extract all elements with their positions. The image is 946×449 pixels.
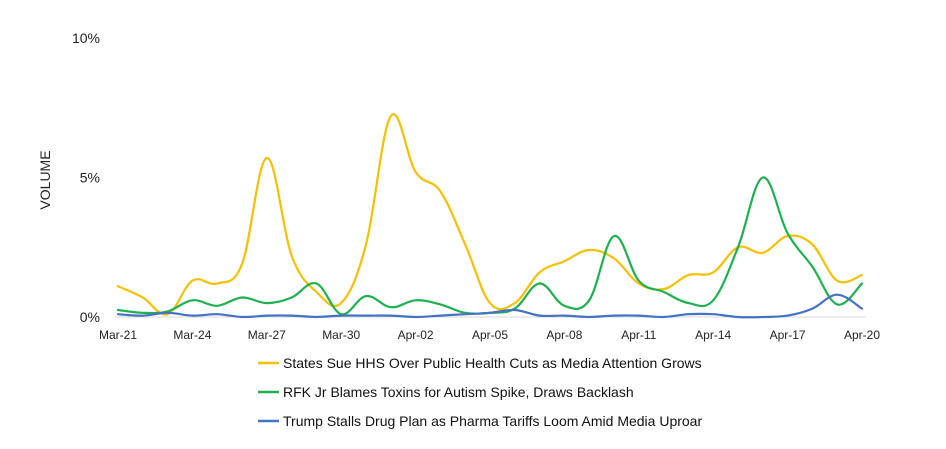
- x-tick-label: Apr-08: [546, 328, 582, 342]
- legend-label-3: Trump Stalls Drug Plan as Pharma Tariffs…: [283, 413, 702, 429]
- y-tick-label: 10%: [72, 30, 100, 46]
- x-tick-label: Apr-20: [844, 328, 880, 342]
- x-tick-label: Apr-02: [398, 328, 434, 342]
- y-axis-ticks: 0% 5% 10%: [72, 30, 100, 325]
- x-tick-label: Apr-17: [770, 328, 806, 342]
- series-line-1: [116, 113, 864, 316]
- series-line-2: [116, 176, 864, 316]
- x-tick-label: Mar-24: [173, 328, 211, 342]
- y-axis-label: VOLUME: [37, 150, 53, 209]
- legend-label-2: RFK Jr Blames Toxins for Autism Spike, D…: [283, 384, 634, 400]
- x-axis-ticks: Mar-21 Mar-24 Mar-27 Mar-30 Apr-02 Apr-05 Apr-…: [99, 328, 880, 342]
- series-line-3: [116, 293, 864, 319]
- y-tick-label: 0%: [80, 309, 100, 325]
- x-tick-label: Mar-21: [99, 328, 137, 342]
- x-tick-label: Apr-11: [621, 328, 656, 342]
- x-tick-label: Mar-27: [248, 328, 286, 342]
- y-tick-label: 5%: [80, 170, 100, 186]
- x-tick-label: Apr-14: [695, 328, 731, 342]
- x-tick-label: Apr-05: [472, 328, 508, 342]
- legend-label-1: States Sue HHS Over Public Health Cuts a…: [283, 355, 702, 371]
- legend: States Sue HHS Over Public Health Cuts a…: [258, 355, 702, 429]
- series-lines: [116, 113, 864, 319]
- x-tick-label: Mar-30: [322, 328, 360, 342]
